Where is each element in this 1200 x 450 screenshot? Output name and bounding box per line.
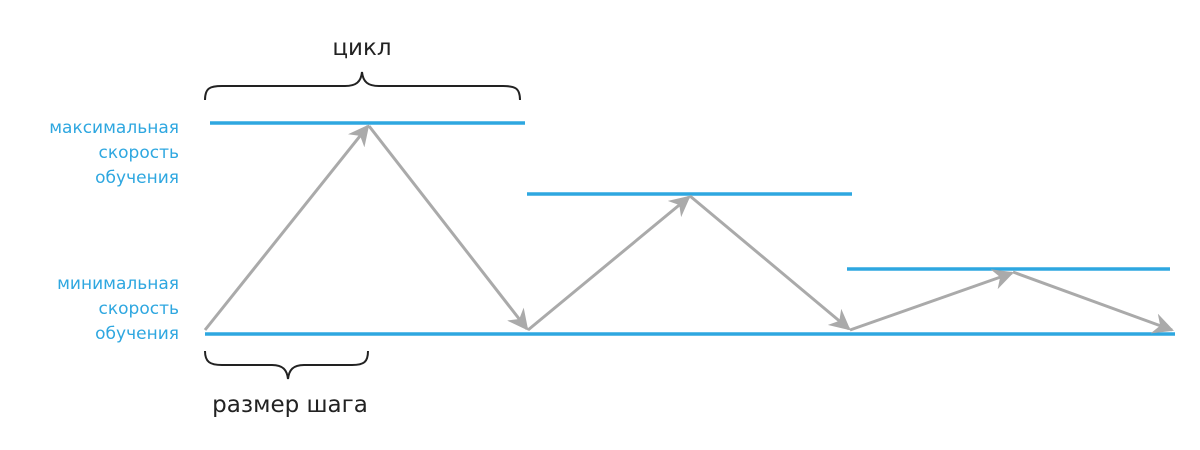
min-lr-label-line-3: обучения — [95, 324, 179, 344]
min-lr-label-line-2: скорость — [99, 299, 179, 319]
step-size-label: размер шага — [212, 392, 368, 418]
max-lr-label-line-3: обучения — [95, 168, 179, 188]
lr-arrow-down-1 — [367, 125, 529, 331]
lr-arrow-up-1 — [203, 124, 370, 331]
lr-arrow-up-2 — [527, 195, 691, 332]
cycle-brace — [204, 71, 521, 101]
lr-arrow-down-3 — [1012, 270, 1174, 334]
max-lr-label-line-2: скорость — [99, 143, 179, 163]
step-size-brace — [204, 350, 369, 380]
max-lr-label-line-1: максимальная — [49, 118, 179, 138]
min-lr-label-line-1: минимальная — [57, 274, 179, 294]
lr-arrow-up-3 — [849, 269, 1014, 332]
lr-arrow-down-2 — [689, 194, 851, 331]
cycle-label: цикл — [332, 35, 391, 61]
